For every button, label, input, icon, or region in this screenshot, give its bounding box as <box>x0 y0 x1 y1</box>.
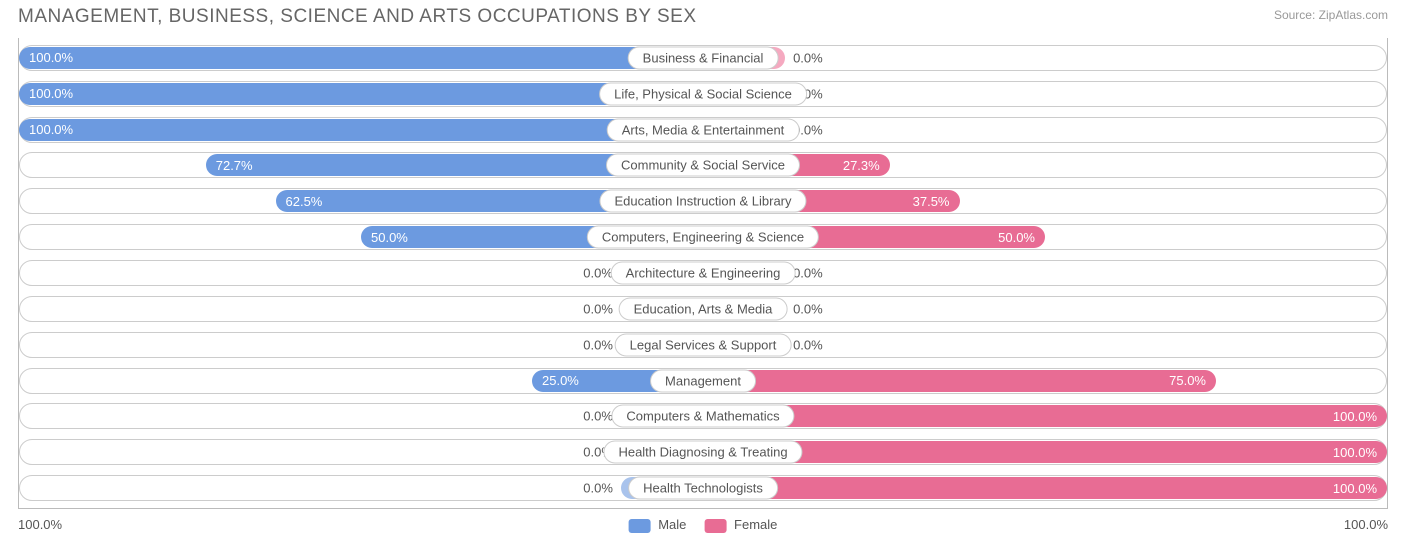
row-category-label: Arts, Media & Entertainment <box>607 118 800 141</box>
chart-row: 0.0% 0.0%Architecture & Engineering <box>19 259 1387 287</box>
bar-male-value: 0.0% <box>583 337 613 352</box>
chart-row: 0.0% 100.0% Health Technologists <box>19 474 1387 502</box>
row-category-label: Computers, Engineering & Science <box>587 226 819 249</box>
bar-male-value: 72.7% <box>206 158 263 173</box>
bar-female-value: 0.0% <box>793 337 823 352</box>
chart-plot-area: 100.0%0.0%Business & Financial100.0%0.0%… <box>18 38 1388 509</box>
bar-male: 100.0% <box>19 47 703 69</box>
bar-male-value: 25.0% <box>532 373 589 388</box>
chart-row: 0.0% 0.0%Legal Services & Support <box>19 331 1387 359</box>
bar-female-value: 100.0% <box>1323 445 1387 460</box>
chart-row: 0.0% 100.0% Computers & Mathematics <box>19 402 1387 430</box>
axis-right-label: 100.0% <box>1344 517 1388 532</box>
bar-female-value: 27.3% <box>833 158 890 173</box>
bar-female-value: 100.0% <box>1323 409 1387 424</box>
bar-male-value: 0.0% <box>583 301 613 316</box>
row-category-label: Education Instruction & Library <box>599 190 806 213</box>
row-category-label: Education, Arts & Media <box>619 297 788 320</box>
row-category-label: Architecture & Engineering <box>611 261 796 284</box>
row-category-label: Life, Physical & Social Science <box>599 82 807 105</box>
bar-male-value: 100.0% <box>19 122 83 137</box>
bar-female-value: 37.5% <box>903 194 960 209</box>
bar-male-value: 62.5% <box>276 194 333 209</box>
row-category-label: Health Technologists <box>628 477 778 500</box>
chart-row: 0.0%100.0%Health Diagnosing & Treating <box>19 438 1387 466</box>
row-category-label: Community & Social Service <box>606 154 800 177</box>
bar-female: 100.0% <box>703 405 1387 427</box>
chart-source: Source: ZipAtlas.com <box>1274 8 1388 22</box>
legend-item-female: Female <box>704 517 777 533</box>
bar-male-value: 0.0% <box>583 481 613 496</box>
chart-row: 50.0% 50.0% Computers, Engineering & Scien… <box>19 223 1387 251</box>
legend-label-female: Female <box>734 517 777 532</box>
axis-left-label: 100.0% <box>18 517 62 532</box>
chart-row: 62.5% 37.5% Education Instruction & Librar… <box>19 187 1387 215</box>
row-category-label: Business & Financial <box>628 46 779 69</box>
bar-female: 100.0% <box>703 477 1387 499</box>
row-category-label: Computers & Mathematics <box>611 405 794 428</box>
legend: Male Female <box>629 517 778 533</box>
chart-row: 0.0% 0.0% Education, Arts & Media <box>19 295 1387 323</box>
chart-row: 72.7% 27.3% Community & Social Service <box>19 151 1387 179</box>
bar-female-value: 0.0% <box>793 50 823 65</box>
bar-female: 100.0% <box>703 441 1387 463</box>
bar-male-value: 100.0% <box>19 50 83 65</box>
bar-male-value: 100.0% <box>19 86 83 101</box>
legend-swatch-female <box>704 519 726 533</box>
bar-female-value: 75.0% <box>1159 373 1216 388</box>
bar-male-value: 50.0% <box>361 230 418 245</box>
bar-male: 100.0% <box>19 119 703 141</box>
chart-title: MANAGEMENT, BUSINESS, SCIENCE AND ARTS O… <box>18 6 697 28</box>
bar-female-value: 100.0% <box>1323 481 1387 496</box>
bar-male-value: 0.0% <box>583 265 613 280</box>
bar-female-value: 0.0% <box>793 265 823 280</box>
chart-row: 100.0%0.0%Arts, Media & Entertainment <box>19 116 1387 144</box>
bar-male-value: 0.0% <box>583 409 613 424</box>
bar-female: 75.0% <box>703 370 1216 392</box>
legend-label-male: Male <box>658 517 686 532</box>
bar-female-value: 0.0% <box>793 301 823 316</box>
chart-row: 100.0% 0.0% Business & Financial <box>19 44 1387 72</box>
bar-female-value: 50.0% <box>988 230 1045 245</box>
chart-row: 25.0% 75.0% Management <box>19 367 1387 395</box>
legend-swatch-male <box>629 519 651 533</box>
row-category-label: Health Diagnosing & Treating <box>603 441 802 464</box>
legend-item-male: Male <box>629 517 687 533</box>
row-category-label: Legal Services & Support <box>615 333 792 356</box>
chart-row: 100.0%0.0%Life, Physical & Social Scienc… <box>19 80 1387 108</box>
row-category-label: Management <box>650 369 756 392</box>
